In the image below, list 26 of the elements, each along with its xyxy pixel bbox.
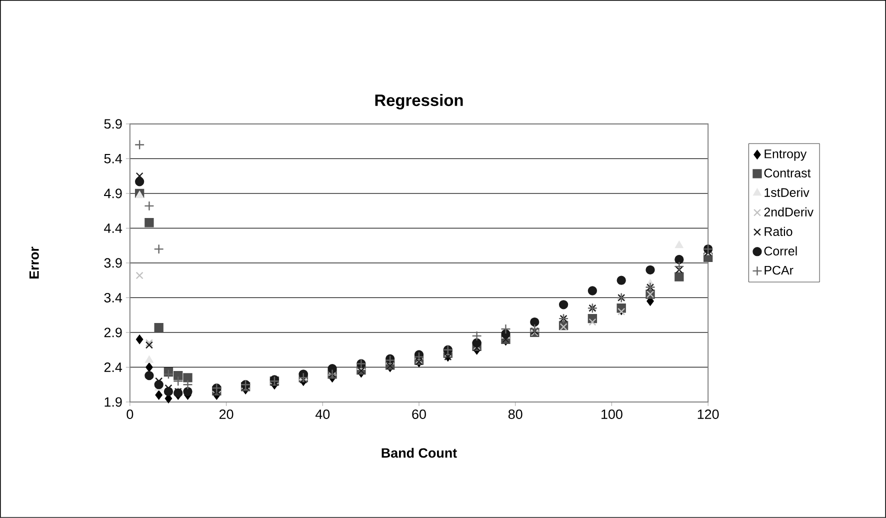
x-tick-label: 20 xyxy=(219,410,234,420)
legend-label: Ratio xyxy=(764,226,792,236)
y-tick-label: 2.9 xyxy=(104,328,122,338)
x-tick-label: 60 xyxy=(412,410,426,420)
legend-label: Contrast xyxy=(764,168,811,178)
x-tick-label: 0 xyxy=(126,410,134,420)
legend-label: Entropy xyxy=(764,150,807,161)
legend-label: 2ndDeriv xyxy=(764,207,814,217)
y-tick-label: 2.4 xyxy=(104,362,122,372)
y-tick-label: 5.4 xyxy=(104,154,122,164)
y-tick-label: 1.9 xyxy=(104,397,122,407)
x-tick-label: 100 xyxy=(602,410,622,420)
chart-title: Regression xyxy=(375,94,463,110)
y-tick-label: 4.9 xyxy=(104,188,122,198)
legend-label: 1stDeriv xyxy=(764,188,810,198)
legend-label: PCAr xyxy=(764,266,794,275)
x-tick-label: 120 xyxy=(698,410,719,420)
y-tick-label: 3.9 xyxy=(104,258,122,268)
legend-label: Correl xyxy=(764,246,797,256)
x-axis-title: Band Count xyxy=(382,448,457,458)
x-tick-label: 40 xyxy=(315,410,330,420)
y-tick-label: 3.4 xyxy=(104,292,122,303)
x-tick-label: 80 xyxy=(508,410,522,420)
y-tick-label: 5.9 xyxy=(104,119,122,129)
y-axis-title: Error xyxy=(29,246,39,279)
y-tick-label: 4.4 xyxy=(104,224,122,233)
